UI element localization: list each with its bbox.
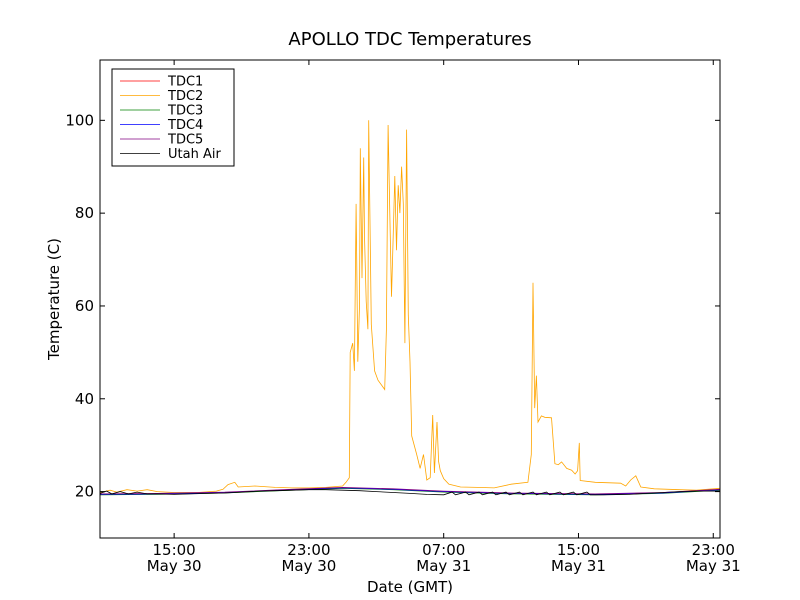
legend-label-tdc5: TDC5 [167,133,203,148]
x-tick-label-date: May 31 [551,557,606,575]
legend-label-tdc4: TDC4 [167,118,203,133]
series-line-tdc5 [100,486,720,495]
y-axis-label: Temperature (C) [45,238,63,361]
x-axis-label: Date (GMT) [367,578,453,596]
x-tick-label-time: 23:00 [287,541,330,559]
y-tick-label: 80 [75,204,94,222]
y-tick-label: 40 [75,390,94,408]
x-tick-label-date: May 31 [416,557,471,575]
x-tick-label-date: May 31 [686,557,741,575]
series-layer [100,120,720,496]
legend-label-tdc1: TDC1 [167,75,203,90]
y-tick-label: 20 [75,483,94,501]
x-tick-label-time: 15:00 [153,541,196,559]
x-tick-label-date: May 30 [147,557,202,575]
series-line-tdc4 [100,487,720,495]
legend-box [111,68,235,167]
legend-label-utah-air: Utah Air [168,147,221,162]
chart-title: APOLLO TDC Temperatures [288,29,531,50]
plot-area-frame [99,59,721,539]
x-tick-label-time: 15:00 [557,541,600,559]
y-tick-label: 60 [75,297,94,315]
series-line-utah-air [100,489,720,496]
x-tick-label-time: 07:00 [422,541,465,559]
series-line-tdc2 [100,120,720,493]
y-tick-label: 100 [65,111,94,129]
x-tick-label-date: May 30 [281,557,336,575]
legend-label-tdc2: TDC2 [167,89,203,104]
legend-label-tdc3: TDC3 [167,104,203,119]
x-tick-label-time: 23:00 [692,541,735,559]
